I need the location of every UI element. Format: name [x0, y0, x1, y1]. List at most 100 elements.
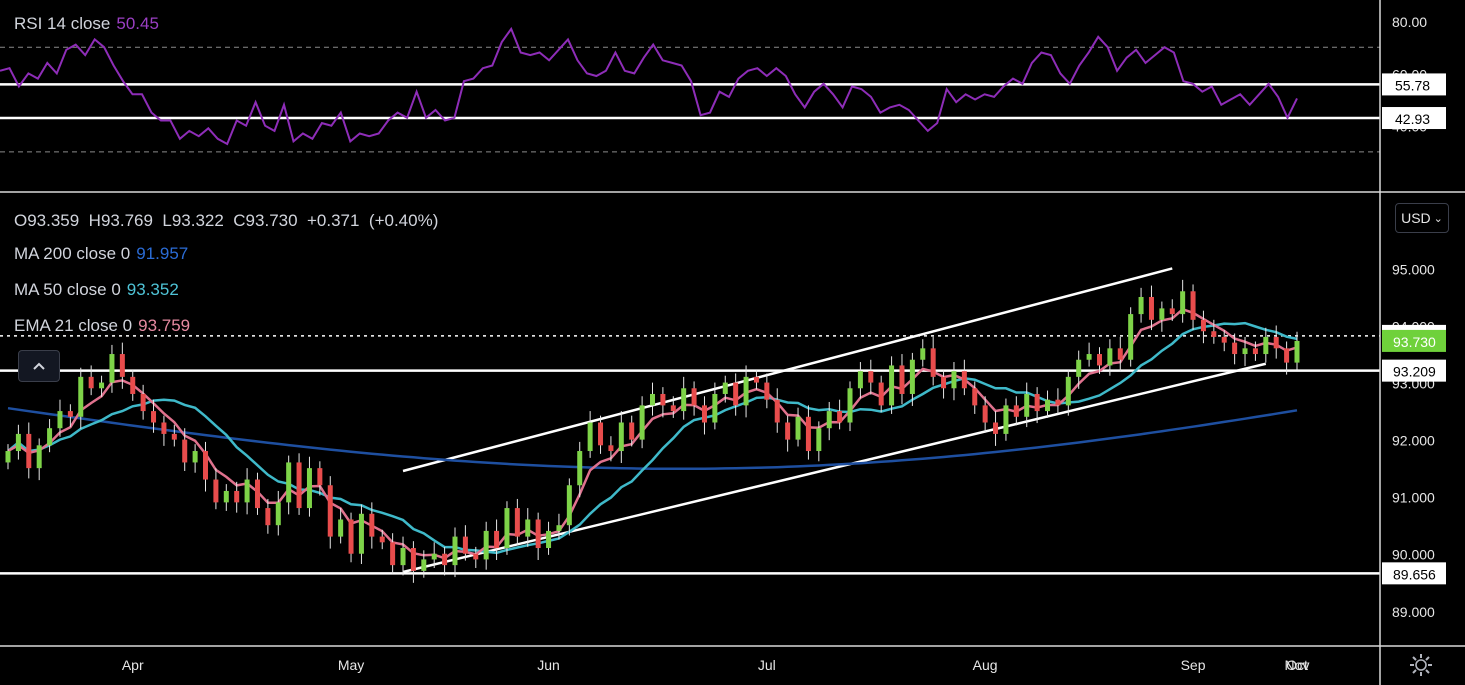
candle — [546, 521, 552, 555]
candle-body — [826, 411, 832, 429]
candle — [1128, 307, 1134, 367]
candle-body — [868, 371, 874, 383]
price-pane — [0, 267, 1380, 583]
candle — [972, 381, 978, 414]
candle — [701, 396, 707, 435]
candle — [265, 498, 271, 534]
candle-body — [182, 439, 188, 463]
candle-body — [1159, 308, 1165, 320]
candle-body — [317, 468, 323, 486]
ema21-legend: EMA 21 close 0 93.759 — [14, 316, 190, 336]
ema21-legend-value: 93.759 — [138, 316, 191, 335]
candle — [1200, 310, 1206, 344]
rsi-level-tag — [1382, 107, 1446, 130]
candle-body — [192, 451, 198, 463]
candle-body — [213, 479, 219, 503]
candle — [431, 542, 437, 568]
time-tick-label: Nov — [1285, 657, 1310, 673]
candle — [109, 344, 115, 393]
candle-body — [1107, 348, 1113, 366]
candle — [691, 381, 697, 416]
candle-body — [410, 548, 416, 571]
price-tick-label: 89.000 — [1392, 604, 1435, 620]
candle — [275, 490, 281, 536]
candle — [681, 376, 687, 420]
candle-body — [733, 382, 739, 406]
candle-body — [785, 422, 791, 440]
time-tick-label: Apr — [122, 657, 144, 673]
candle-body — [1086, 354, 1092, 360]
candle — [327, 476, 333, 549]
candle-body — [1211, 331, 1217, 337]
candle — [151, 399, 157, 433]
currency-button[interactable]: USD ⌄ — [1395, 203, 1449, 233]
candle — [1055, 388, 1061, 414]
candle — [1096, 347, 1102, 375]
candle-body — [1076, 359, 1082, 377]
candle-body — [119, 354, 125, 377]
candle-body — [1263, 336, 1269, 355]
ma50-legend-value: 93.352 — [126, 280, 179, 299]
ma50-line — [7, 321, 1298, 555]
candle-body — [660, 393, 666, 406]
ma200-legend-label: MA 200 close 0 — [14, 244, 131, 263]
gear-icon[interactable] — [1408, 652, 1434, 678]
candle-body — [722, 382, 728, 394]
candle-body — [462, 536, 468, 554]
rsi-series-line — [0, 26, 1298, 146]
candle-body — [306, 468, 312, 509]
candle — [889, 356, 895, 414]
time-tick-label: Jul — [758, 657, 776, 673]
candle — [400, 536, 406, 576]
candle — [1117, 336, 1123, 372]
candle — [483, 521, 489, 570]
candle-body — [1045, 399, 1051, 412]
candle-body — [442, 553, 448, 566]
candle-body — [203, 451, 209, 480]
candle — [920, 339, 926, 367]
candle-body — [650, 393, 655, 406]
candle — [639, 396, 645, 449]
collapse-pane-button[interactable] — [18, 350, 60, 382]
candle-body — [753, 376, 759, 383]
trend-channel-line — [402, 267, 1173, 473]
candle-body — [390, 542, 396, 566]
candle — [421, 550, 427, 578]
candle — [1190, 284, 1196, 331]
candle — [338, 508, 344, 544]
candle — [1024, 382, 1030, 428]
candle — [566, 478, 572, 536]
candle-body — [1013, 405, 1019, 417]
candle-body — [473, 553, 479, 560]
candle-body — [36, 445, 42, 469]
candle — [525, 508, 531, 547]
candle-body — [494, 530, 500, 549]
candle — [254, 472, 260, 515]
candle — [847, 381, 853, 432]
candle — [140, 384, 146, 420]
candle-body — [993, 422, 999, 434]
candle — [878, 375, 884, 413]
ema21-legend-label: EMA 21 close 0 — [14, 316, 133, 335]
candle-body — [639, 405, 645, 440]
candle-body — [254, 479, 260, 509]
trend-channel-line — [402, 362, 1267, 574]
ma200-line — [7, 406, 1298, 471]
candle-body — [88, 376, 94, 389]
candle-body — [1024, 393, 1030, 417]
candle — [171, 424, 177, 447]
candle-body — [1003, 405, 1009, 434]
current-price-tag — [1382, 329, 1446, 352]
candle-body — [743, 376, 749, 406]
candle — [535, 512, 541, 560]
time-tick-label: Aug — [973, 657, 998, 673]
candle-body — [525, 519, 531, 537]
candle — [1263, 327, 1269, 363]
rsi-legend-value: 50.45 — [116, 14, 159, 33]
candle-body — [930, 348, 936, 377]
candle — [1284, 341, 1290, 375]
candle — [442, 546, 448, 576]
candle-body — [629, 422, 635, 440]
candle-body — [972, 388, 978, 406]
